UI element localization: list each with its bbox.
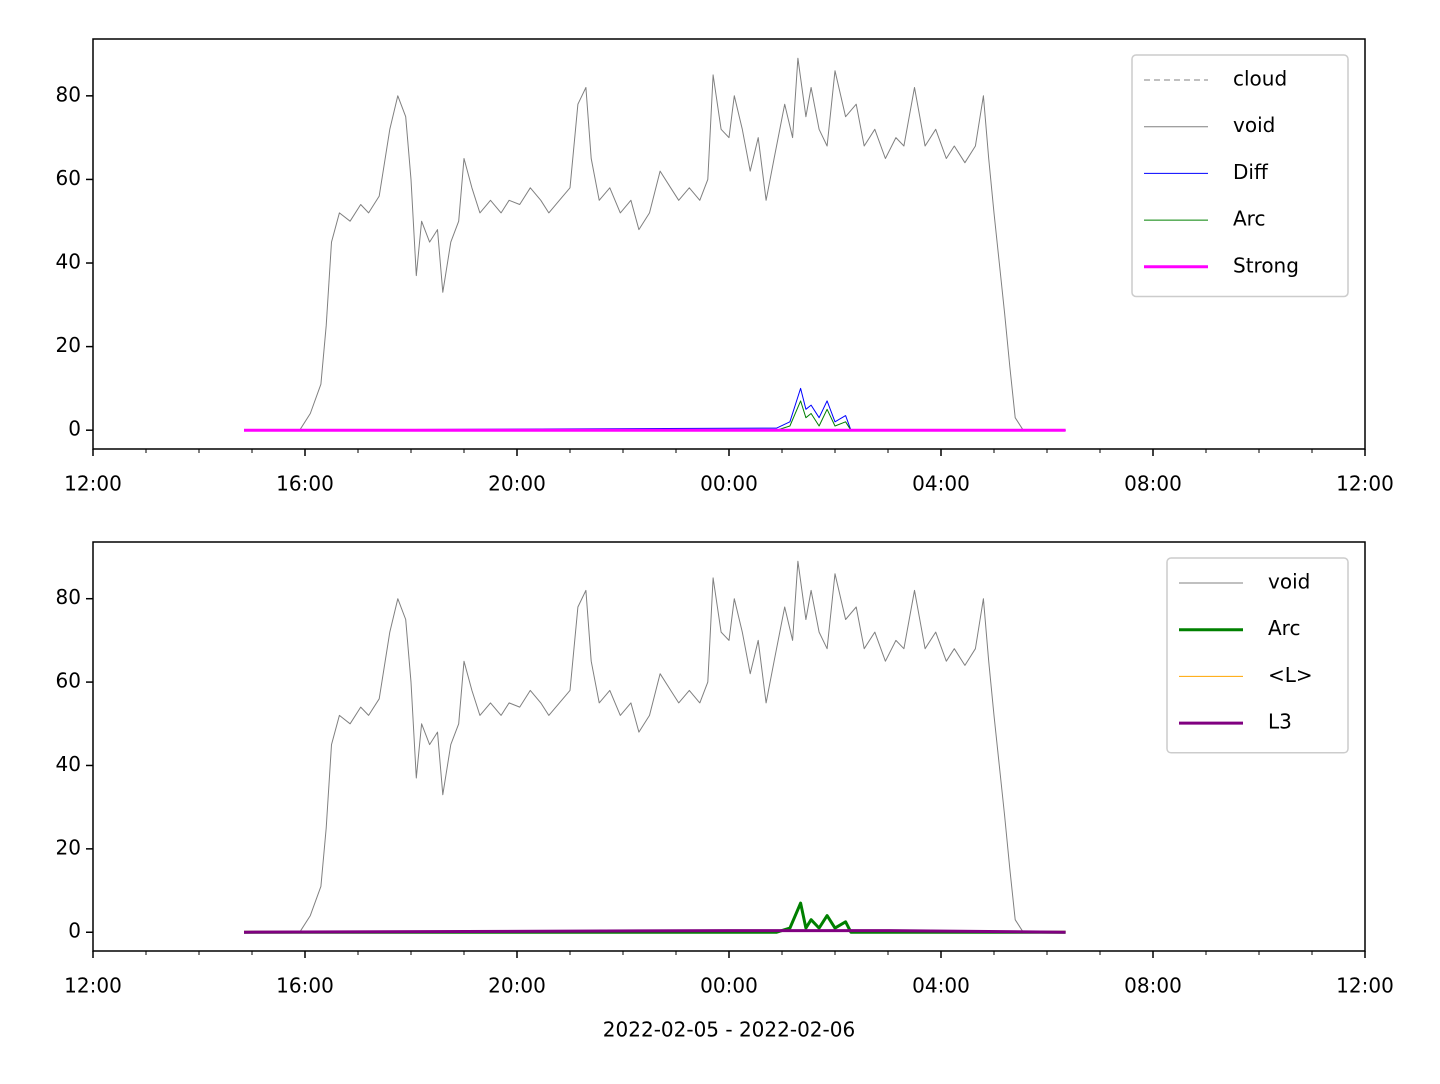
x-tick-label: 12:00 xyxy=(1336,974,1394,998)
x-tick-label: 12:00 xyxy=(64,974,122,998)
x-tick-label: 08:00 xyxy=(1124,974,1182,998)
legend-label: void xyxy=(1268,570,1310,594)
y-tick-label: 40 xyxy=(56,752,81,776)
series-line xyxy=(244,400,1066,431)
series-line xyxy=(244,560,1066,933)
y-tick-label: 80 xyxy=(56,585,81,609)
y-tick-label: 20 xyxy=(56,333,81,357)
x-tick-label: 00:00 xyxy=(700,974,758,998)
series-line xyxy=(243,929,1066,934)
legend-label: Diff xyxy=(1233,160,1269,184)
legend-box xyxy=(1131,54,1349,298)
legend-label: Arc xyxy=(1268,616,1300,640)
x-tick-label: 08:00 xyxy=(1124,472,1182,496)
series-line xyxy=(244,901,1066,934)
x-tick-label: 00:00 xyxy=(700,472,758,496)
plot-area xyxy=(243,57,1066,432)
y-tick-label: 60 xyxy=(56,166,81,190)
plot-area xyxy=(243,560,1066,934)
y-tick-label: 80 xyxy=(56,82,81,106)
y-tick-label: 60 xyxy=(56,669,81,693)
y-tick-label: 20 xyxy=(56,835,81,859)
legend-label: void xyxy=(1233,113,1275,137)
y-tick-label: 0 xyxy=(68,919,81,943)
x-tick-label: 04:00 xyxy=(912,472,970,496)
x-tick-label: 20:00 xyxy=(488,974,546,998)
series-line xyxy=(244,57,1066,431)
series-line xyxy=(243,387,1066,431)
legend-label: Strong xyxy=(1233,253,1299,277)
y-tick-label: 40 xyxy=(56,250,81,274)
x-tick-label: 12:00 xyxy=(64,472,122,496)
x-tick-label: 12:00 xyxy=(1336,472,1394,496)
x-tick-label: 16:00 xyxy=(276,974,334,998)
legend-label: <L> xyxy=(1268,663,1313,687)
legend-label: cloud xyxy=(1233,67,1287,91)
x-tick-label: 16:00 xyxy=(276,472,334,496)
legend-box xyxy=(1166,557,1349,754)
legend-label: L3 xyxy=(1268,710,1292,734)
x-tick-label: 20:00 xyxy=(488,472,546,496)
x-axis-label: 2022-02-05 - 2022-02-06 xyxy=(603,1018,855,1042)
y-tick-label: 0 xyxy=(68,417,81,441)
legend-label: Arc xyxy=(1233,207,1265,231)
x-tick-label: 04:00 xyxy=(912,974,970,998)
